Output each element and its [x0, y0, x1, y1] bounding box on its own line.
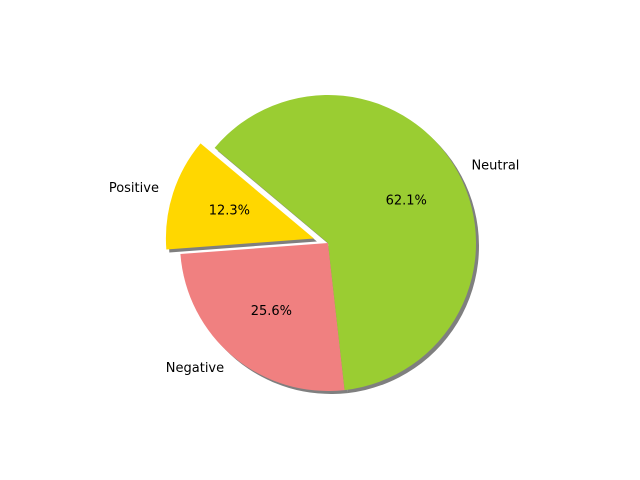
pie-slice-positive	[165, 143, 314, 250]
pie-labels: Positive 12.3% Negative 25.6% Neutral 62.1%	[109, 159, 520, 376]
pie-slices	[165, 94, 476, 391]
percent-label-negative: 25.6%	[251, 304, 292, 319]
slice-label-positive: Positive	[109, 181, 159, 196]
slice-label-negative: Negative	[166, 361, 224, 376]
percent-label-positive: 12.3%	[209, 204, 250, 219]
slice-label-neutral: Neutral	[471, 159, 519, 174]
pie-slice-neutral	[214, 94, 476, 391]
percent-label-neutral: 62.1%	[386, 194, 427, 209]
pie-slice-negative	[180, 243, 345, 391]
